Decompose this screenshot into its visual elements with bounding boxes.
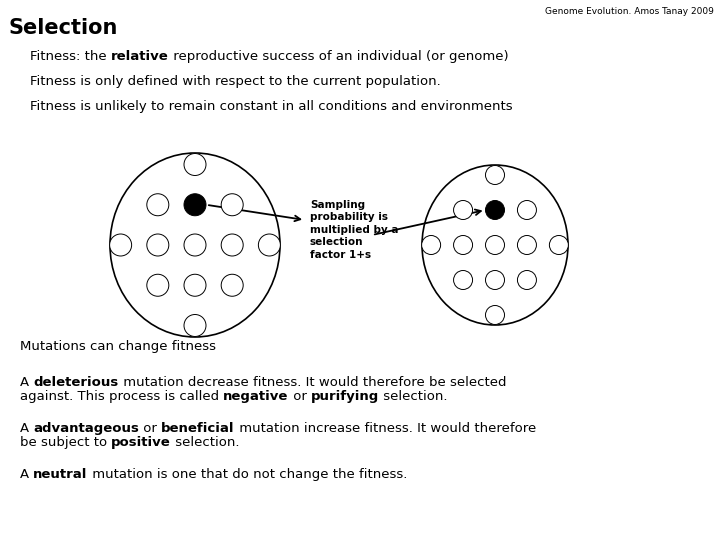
Circle shape: [184, 274, 206, 296]
Circle shape: [184, 194, 206, 216]
Circle shape: [454, 235, 472, 254]
Text: selection.: selection.: [379, 390, 448, 403]
Text: Fitness: the: Fitness: the: [30, 50, 111, 63]
Circle shape: [518, 271, 536, 289]
Circle shape: [485, 306, 505, 325]
Circle shape: [549, 235, 568, 254]
Text: or: or: [139, 422, 161, 435]
Text: A: A: [20, 468, 33, 481]
Text: negative: negative: [223, 390, 289, 403]
Text: against. This process is called: against. This process is called: [20, 390, 223, 403]
Circle shape: [221, 274, 243, 296]
Circle shape: [485, 165, 505, 185]
Circle shape: [518, 200, 536, 219]
Circle shape: [485, 271, 505, 289]
Circle shape: [485, 200, 505, 219]
Circle shape: [184, 234, 206, 256]
Circle shape: [184, 153, 206, 176]
Circle shape: [109, 234, 132, 256]
Text: A: A: [20, 376, 33, 389]
Circle shape: [221, 194, 243, 216]
Text: Fitness is only defined with respect to the current population.: Fitness is only defined with respect to …: [30, 75, 441, 88]
Text: Mutations can change fitness: Mutations can change fitness: [20, 340, 216, 353]
Circle shape: [147, 234, 168, 256]
Text: Fitness is unlikely to remain constant in all conditions and environments: Fitness is unlikely to remain constant i…: [30, 100, 513, 113]
Circle shape: [258, 234, 280, 256]
Text: neutral: neutral: [33, 468, 88, 481]
Text: be subject to: be subject to: [20, 436, 112, 449]
Text: beneficial: beneficial: [161, 422, 235, 435]
Text: mutation increase fitness. It would therefore: mutation increase fitness. It would ther…: [235, 422, 536, 435]
Text: or: or: [289, 390, 311, 403]
Text: purifying: purifying: [311, 390, 379, 403]
Circle shape: [147, 194, 168, 216]
Text: reproductive success of an individual (or genome): reproductive success of an individual (o…: [168, 50, 508, 63]
Text: positive: positive: [112, 436, 171, 449]
Circle shape: [485, 235, 505, 254]
Text: mutation is one that do not change the fitness.: mutation is one that do not change the f…: [88, 468, 407, 481]
Text: deleterious: deleterious: [33, 376, 119, 389]
Text: Sampling
probability is
multiplied by a
selection
factor 1+s: Sampling probability is multiplied by a …: [310, 200, 398, 260]
Circle shape: [422, 235, 441, 254]
Text: A: A: [20, 422, 33, 435]
Text: Genome Evolution. Amos Tanay 2009: Genome Evolution. Amos Tanay 2009: [545, 7, 714, 16]
Text: mutation decrease fitness. It would therefore be selected: mutation decrease fitness. It would ther…: [119, 376, 506, 389]
Circle shape: [518, 235, 536, 254]
Circle shape: [454, 271, 472, 289]
Text: selection.: selection.: [171, 436, 240, 449]
Text: Selection: Selection: [8, 18, 117, 38]
Text: relative: relative: [111, 50, 168, 63]
Circle shape: [147, 274, 168, 296]
Circle shape: [221, 234, 243, 256]
Circle shape: [454, 200, 472, 219]
Circle shape: [184, 314, 206, 336]
Text: advantageous: advantageous: [33, 422, 139, 435]
